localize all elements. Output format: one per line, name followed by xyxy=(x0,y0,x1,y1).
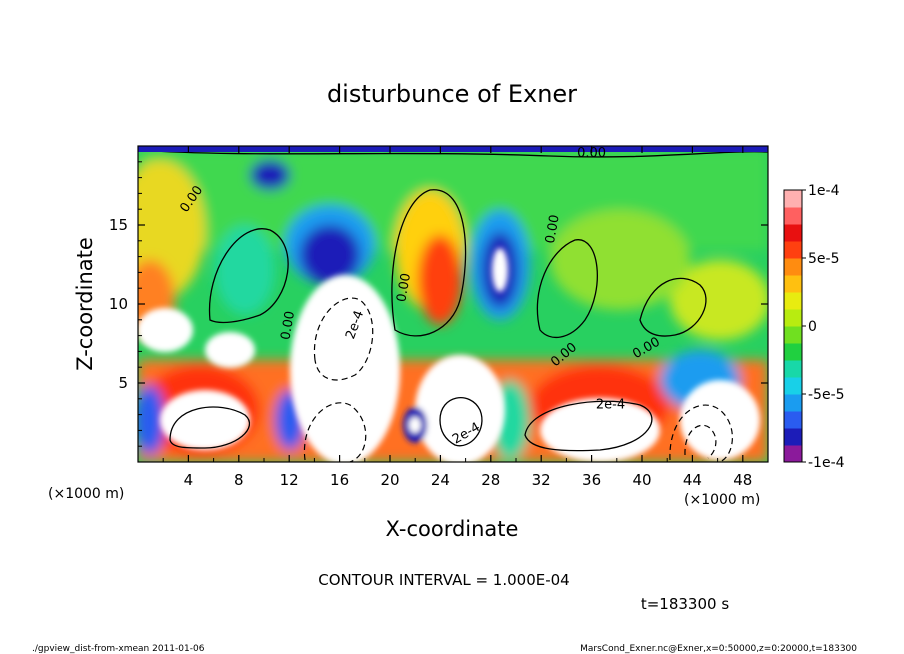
colorbar-swatch xyxy=(784,258,802,276)
colorbar-tick-label: -5e-5 xyxy=(808,387,845,403)
x-tick-label: 20 xyxy=(380,471,399,489)
x-tick-label: 16 xyxy=(330,471,349,489)
x-tick-label: 32 xyxy=(532,471,551,489)
x-tick-label: 36 xyxy=(582,471,601,489)
colorbar-swatch xyxy=(784,224,802,242)
colorbar-swatch xyxy=(784,428,802,446)
time-label: t=183300 s xyxy=(641,595,729,613)
colorbar-tick-label: 5e-5 xyxy=(808,251,839,267)
colorbar-swatch xyxy=(784,241,802,259)
colorbar-ticks: 1e-4 5e-5 0 -5e-5 -1e-4 xyxy=(802,183,845,471)
y-axis: 5 10 15 xyxy=(109,161,768,447)
x-tick-label: 8 xyxy=(234,471,244,489)
x-axis: 4 8 12 16 20 24 28 32 36 40 44 48 xyxy=(162,146,752,489)
colorbar-tick-label: -1e-4 xyxy=(808,455,845,471)
colorbar-swatch xyxy=(784,411,802,429)
contour-label: 0.00 xyxy=(394,272,414,303)
colorbar-swatch xyxy=(784,394,802,412)
colorbar-tick-label: 1e-4 xyxy=(808,183,840,199)
y-axis-unit: (×1000 m) xyxy=(48,486,124,502)
x-tick-label: 40 xyxy=(632,471,651,489)
colorbar-swatch xyxy=(784,445,802,463)
footer-right: MarsCond_Exner.nc@Exner,x=0:50000,z=0:20… xyxy=(580,644,857,654)
x-axis-label: X-coordinate xyxy=(386,517,519,541)
y-tick-label: 5 xyxy=(118,374,128,392)
contour-label: 0.00 xyxy=(278,310,298,341)
x-tick-label: 24 xyxy=(431,471,450,489)
colorbar-swatch xyxy=(784,377,802,395)
colorbar-tick-label: 0 xyxy=(808,319,817,335)
colorbar-swatch xyxy=(784,207,802,225)
x-tick-label: 4 xyxy=(184,471,194,489)
x-tick-label: 28 xyxy=(481,471,500,489)
colorbar-swatch xyxy=(784,292,802,310)
colorbar-swatch xyxy=(784,275,802,293)
contour-label: 2e-4 xyxy=(596,397,625,412)
colorbar-swatch xyxy=(784,343,802,361)
colorbar xyxy=(783,189,803,463)
colorbar-swatch xyxy=(784,326,802,344)
y-tick-label: 15 xyxy=(109,216,128,234)
contour-label: 0.00 xyxy=(577,146,606,161)
contour-interval-text: CONTOUR INTERVAL = 1.000E-04 xyxy=(318,571,569,589)
colorbar-swatch xyxy=(784,190,802,208)
x-tick-label: 48 xyxy=(733,471,752,489)
y-tick-label: 10 xyxy=(109,295,128,313)
x-axis-unit: (×1000 m) xyxy=(684,492,760,508)
x-tick-label: 12 xyxy=(280,471,299,489)
x-tick-label: 44 xyxy=(683,471,702,489)
colorbar-swatch xyxy=(784,309,802,327)
contour-label: 0.00 xyxy=(543,214,563,245)
colorbar-swatch xyxy=(784,360,802,378)
y-axis-label: Z-coordinate xyxy=(73,237,97,371)
plot-area xyxy=(138,146,768,462)
chart-title: disturbunce of Exner xyxy=(327,80,577,108)
footer-left: ./gpview_dist-from-xmean 2011-01-06 xyxy=(32,644,205,654)
